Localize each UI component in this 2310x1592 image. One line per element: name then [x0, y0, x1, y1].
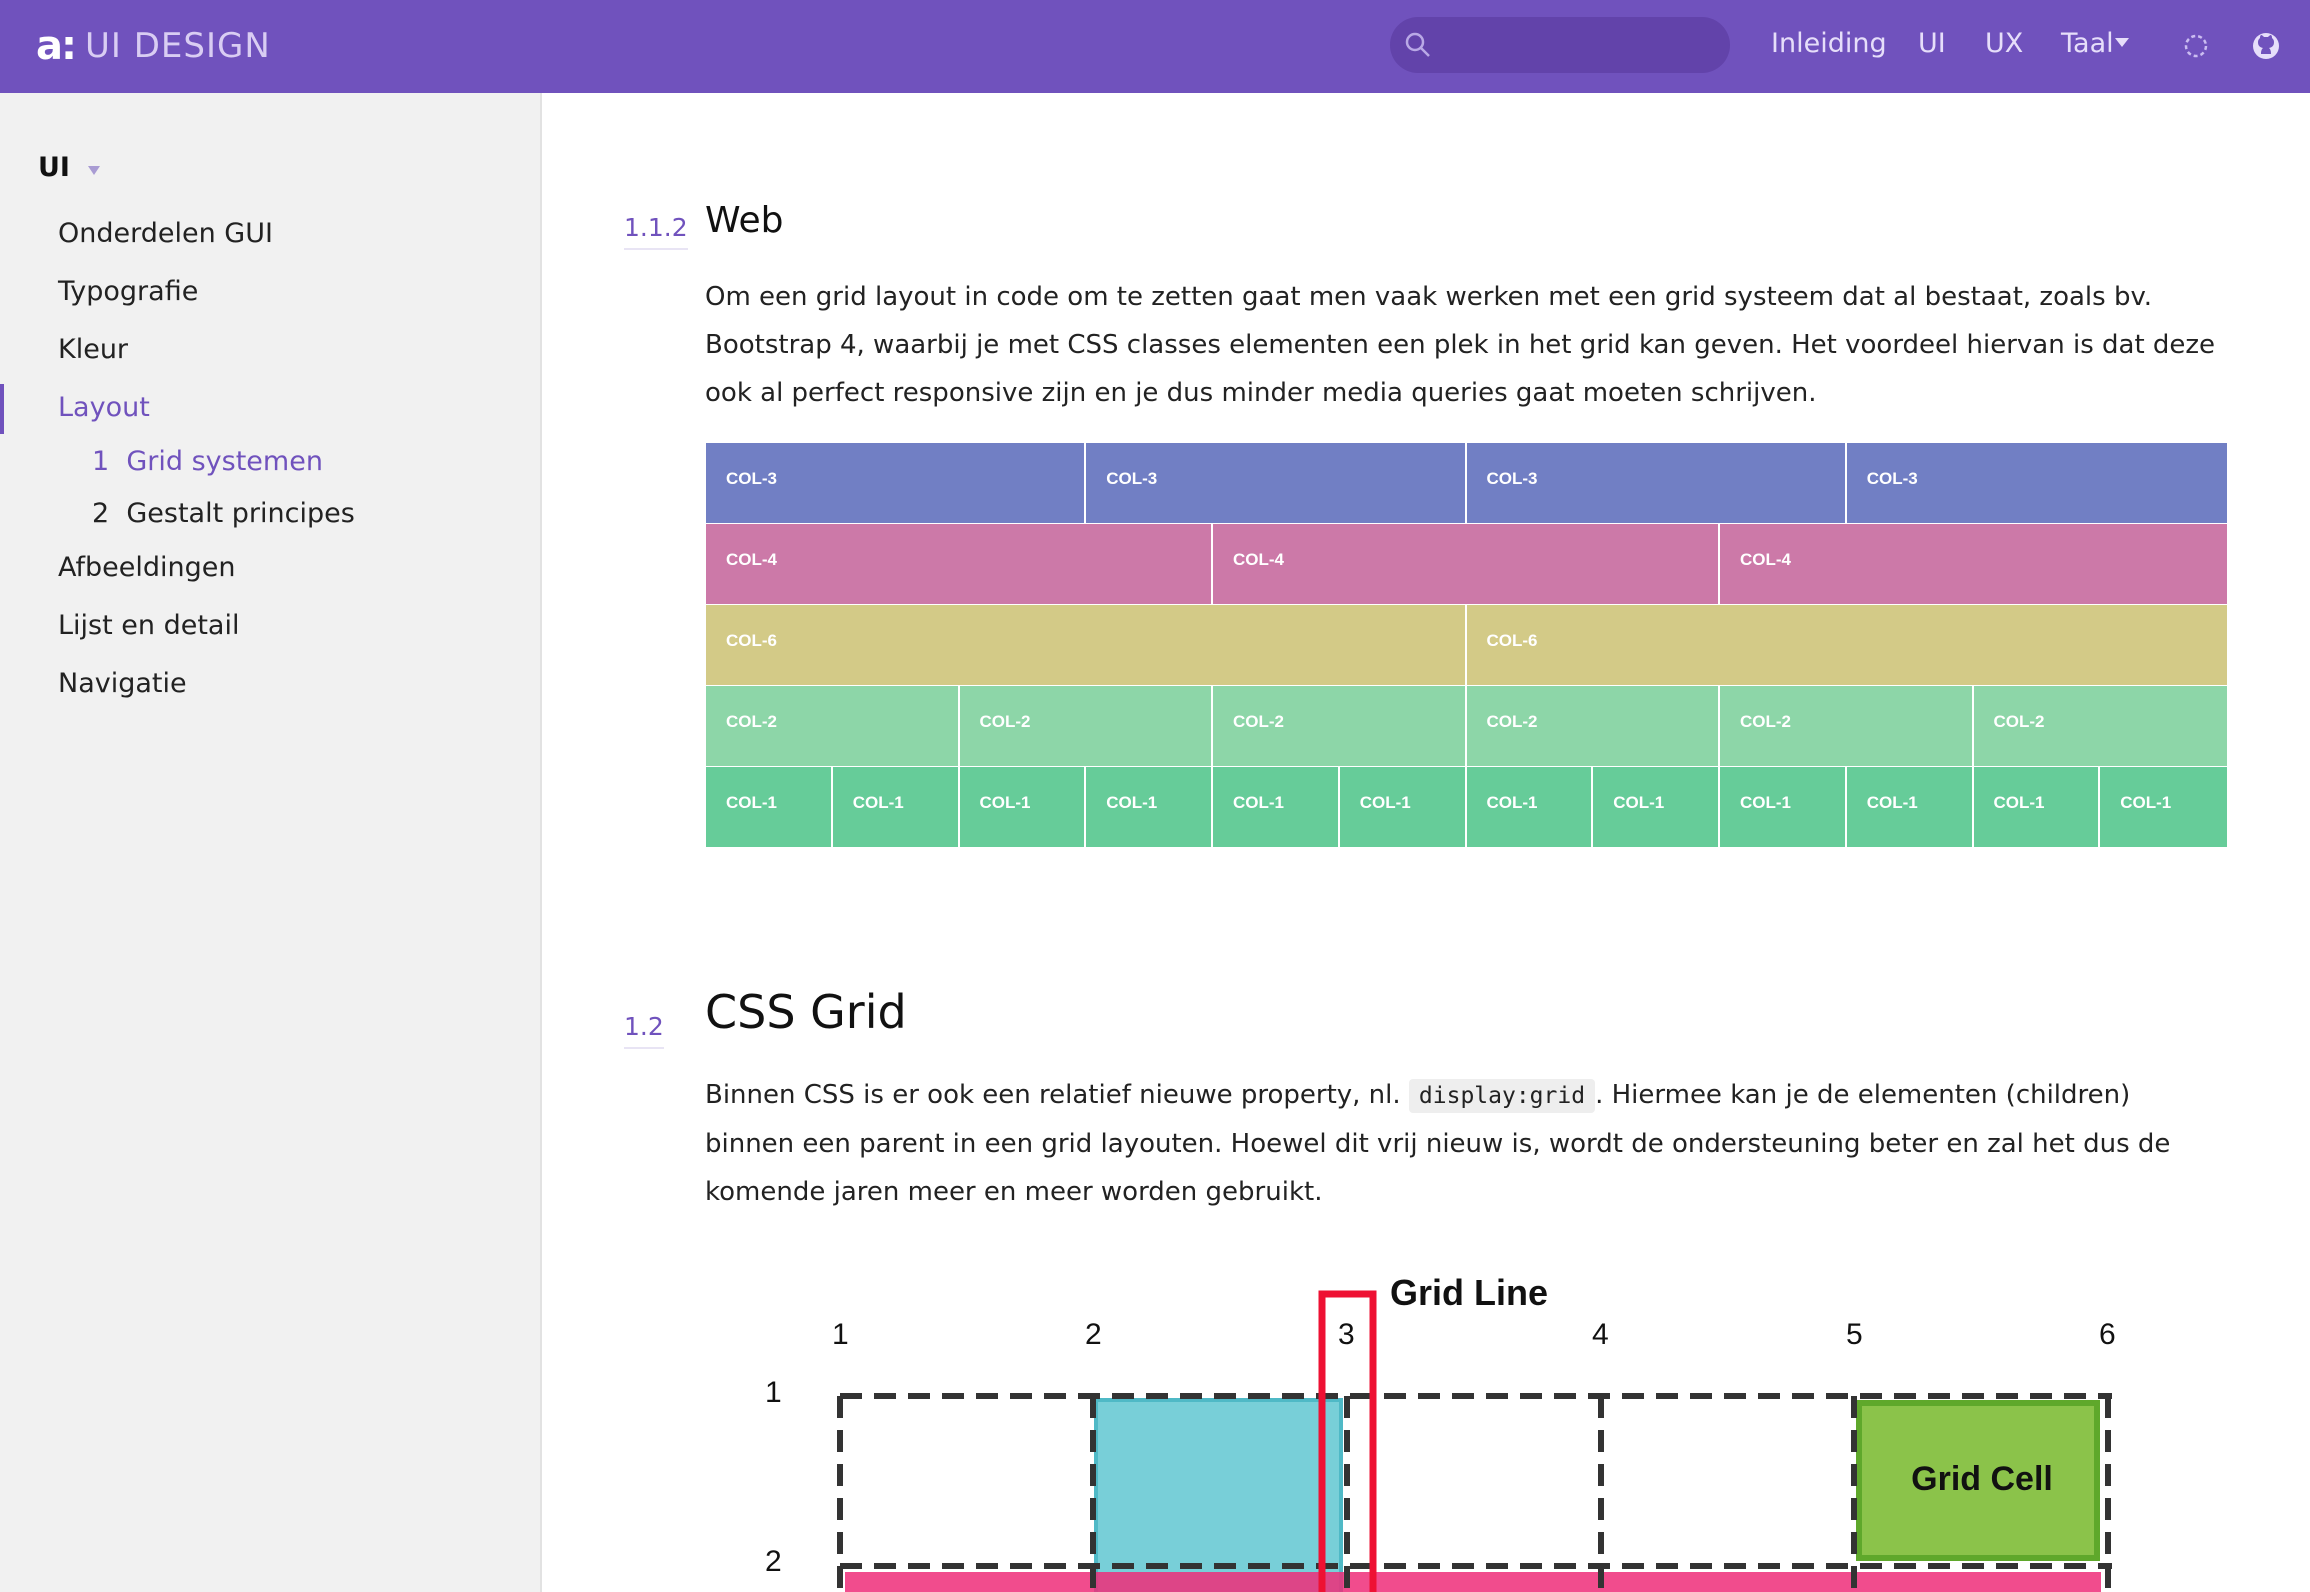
nav-inleiding[interactable]: Inleiding: [1771, 28, 1887, 59]
grid-column-cell: COL-1: [1466, 767, 1594, 847]
grid-cell-label: Grid Cell: [1911, 1460, 2053, 1498]
row-number: 1: [765, 1376, 782, 1409]
row-number: 2: [765, 1545, 782, 1578]
subitem-number: 2: [92, 498, 110, 529]
grid-column-cell: COL-2: [1466, 686, 1720, 766]
theme-icon[interactable]: [2180, 30, 2212, 62]
grid-diagram-svg: Grid Cell: [837, 1290, 2112, 1592]
grid-row: COL-2 COL-2 COL-2 COL-2 COL-2 COL-2: [706, 686, 2227, 767]
grid-row: COL-6 COL-6: [706, 605, 2227, 686]
column-number: 4: [1592, 1318, 1609, 1351]
sidebar-section-title[interactable]: UI: [38, 152, 70, 183]
grid-column-cell: COL-2: [1973, 686, 2227, 766]
sidebar-item-afbeeldingen[interactable]: Afbeeldingen: [58, 552, 236, 583]
css-grid-paragraph: Binnen CSS is er ook een relatief nieuwe…: [705, 1071, 2225, 1216]
grid-column-cell: COL-3: [1086, 443, 1467, 523]
grid-column-cell: COL-2: [1720, 686, 1974, 766]
grid-column-cell: COL-2: [959, 686, 1213, 766]
sidebar-subitem-gestalt-principes[interactable]: 2 Gestalt principes: [92, 498, 355, 529]
sidebar-subitem-grid-systemen[interactable]: 1 Grid systemen: [92, 446, 323, 477]
logo-mark: a:: [36, 23, 77, 69]
grid-column-cell: COL-1: [1720, 767, 1847, 847]
grid-column-cell: COL-1: [1846, 767, 1974, 847]
grid-column-cell: COL-3: [1846, 443, 2227, 523]
section-number[interactable]: 1.1.2: [624, 213, 688, 250]
grid-column-cell: COL-6: [706, 605, 1467, 685]
sidebar-item-kleur[interactable]: Kleur: [58, 334, 129, 365]
logo[interactable]: a: UI DESIGN: [36, 20, 271, 72]
grid-cell: [1856, 1400, 2100, 1561]
sidebar: [0, 93, 542, 1592]
grid-column-cell: COL-1: [832, 767, 960, 847]
grid-column-cell: COL-1: [1339, 767, 1467, 847]
column-number: 3: [1338, 1318, 1355, 1351]
grid-row: COL-1 COL-1 COL-1 COL-1 COL-1 COL-1 COL-1 COL-1…: [706, 767, 2227, 848]
column-number: 1: [832, 1318, 849, 1351]
sidebar-item-navigatie[interactable]: Navigatie: [58, 668, 187, 699]
section-number[interactable]: 1.2: [624, 1012, 664, 1049]
search-input[interactable]: [1390, 17, 1730, 73]
inline-code: display:grid: [1408, 1079, 1596, 1113]
grid-column-cell: COL-1: [1593, 767, 1720, 847]
nav-ux[interactable]: UX: [1985, 28, 2024, 59]
grid-column-cell: COL-6: [1466, 605, 2227, 685]
grid-column-cell: COL-3: [706, 443, 1087, 523]
top-navbar: a: UI DESIGN Inleiding UI UX Taal: [0, 0, 2310, 93]
sidebar-item-onderdelen-gui[interactable]: Onderdelen GUI: [58, 218, 273, 249]
bootstrap-grid-figure: COL-3 COL-3 COL-3 COL-3 COL-4 COL-4 COL-4 COL-6…: [706, 443, 2227, 848]
text-before: Binnen CSS is er ook een relatief nieuwe…: [705, 1080, 1409, 1110]
web-paragraph: Om een grid layout in code om te zetten …: [705, 282, 2216, 408]
grid-column-cell: COL-1: [706, 767, 833, 847]
nav-ui[interactable]: UI: [1918, 28, 1946, 59]
subitem-label: Gestalt principes: [126, 498, 355, 529]
grid-column-cell: COL-1: [1213, 767, 1340, 847]
active-indicator: [0, 384, 4, 434]
search-icon: [1405, 32, 1430, 57]
grid-column-cell: COL-4: [1720, 524, 2227, 604]
grid-column-cell: COL-1: [1086, 767, 1213, 847]
sidebar-item-lijst-en-detail[interactable]: Lijst en detail: [58, 610, 240, 641]
github-icon[interactable]: [2250, 30, 2282, 62]
text-after: . Hiermee kan je de elementen (children)…: [705, 1080, 2171, 1207]
chevron-down-icon: [2115, 38, 2129, 47]
column-number: 2: [1085, 1318, 1102, 1351]
grid-line-label: Grid Line: [1390, 1272, 1549, 1313]
grid-dashed-lines: [837, 1393, 2112, 1592]
subitem-label: Grid systemen: [126, 446, 323, 477]
column-number: 6: [2099, 1318, 2116, 1351]
grid-column-cell: COL-1: [959, 767, 1087, 847]
grid-column-cell: COL-1: [2100, 767, 2227, 847]
section-title-web: Web: [705, 200, 784, 241]
grid-line-highlight: [1318, 1290, 1377, 1592]
nav-taal[interactable]: Taal: [2061, 28, 2114, 59]
grid-column-cell: COL-3: [1466, 443, 1847, 523]
grid-column-cell: COL-2: [706, 686, 960, 766]
subitem-number: 1: [92, 446, 110, 477]
css-grid-diagram: Grid Line 1 2 3 4 5 6 1 2 Grid Cell: [740, 1270, 2200, 1592]
grid-column-cell: COL-2: [1213, 686, 1467, 766]
grid-row: COL-4 COL-4 COL-4: [706, 524, 2227, 605]
sidebar-item-layout[interactable]: Layout: [58, 392, 150, 423]
grid-column-cell: COL-4: [1213, 524, 1720, 604]
grid-row-band: [845, 1572, 2101, 1592]
section-title-css-grid: CSS Grid: [705, 985, 907, 1039]
logo-text: UI DESIGN: [85, 26, 271, 66]
grid-row: COL-3 COL-3 COL-3 COL-3: [706, 443, 2227, 524]
grid-column-cell: COL-4: [706, 524, 1213, 604]
column-number: 5: [1846, 1318, 1863, 1351]
grid-column-cell: COL-1: [1973, 767, 2101, 847]
sidebar-item-typografie[interactable]: Typografie: [58, 276, 199, 307]
chevron-down-icon[interactable]: [88, 166, 100, 175]
